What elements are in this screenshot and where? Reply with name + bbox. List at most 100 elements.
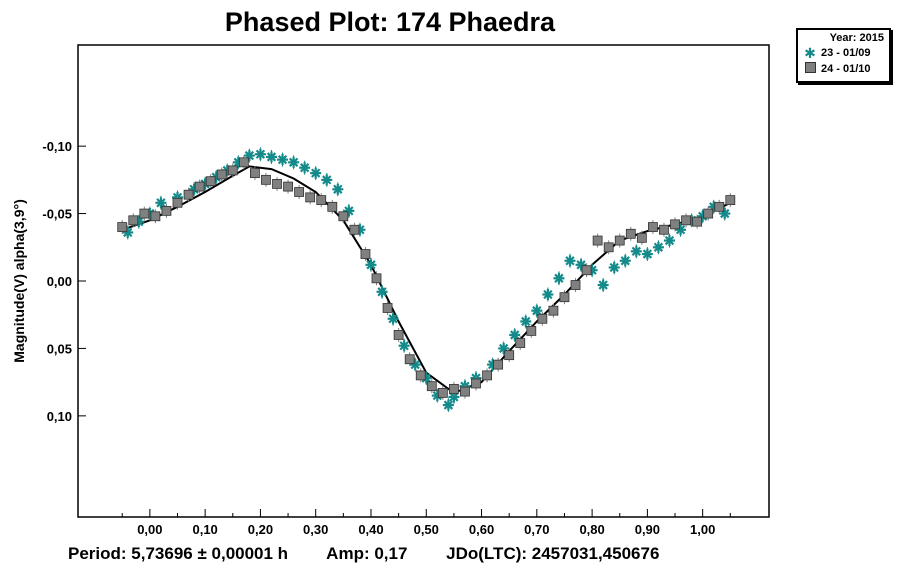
- data-point: [675, 224, 687, 236]
- data-point: [360, 249, 371, 259]
- data-point: [548, 305, 559, 316]
- series-2: [117, 155, 736, 400]
- data-point: [139, 208, 150, 219]
- data-point: [238, 157, 249, 168]
- data-point: [725, 195, 736, 205]
- data-point: [542, 288, 554, 300]
- data-point: [299, 162, 311, 174]
- legend-entry-series-2: 24 - 01/10: [803, 62, 871, 76]
- data-point: [448, 391, 460, 403]
- data-point: [460, 386, 470, 397]
- data-point: [376, 286, 388, 298]
- data-point: [404, 354, 415, 365]
- data-point: [321, 174, 333, 186]
- data-point: [277, 154, 289, 166]
- data-series: [117, 147, 736, 413]
- x-tick-label: 0,20: [248, 522, 273, 537]
- data-point: [471, 378, 481, 389]
- x-tick-label: 0,50: [414, 522, 439, 537]
- x-tick-label: 0,30: [303, 522, 328, 537]
- data-point: [652, 241, 664, 253]
- data-point: [663, 235, 675, 247]
- legend-label: 24 - 01/10: [821, 63, 871, 75]
- data-point: [305, 192, 316, 203]
- data-point: [265, 151, 277, 163]
- fit-line: [121, 165, 731, 395]
- data-point: [261, 174, 271, 185]
- fit-curve: [121, 165, 731, 395]
- data-point: [504, 350, 515, 361]
- data-point: [294, 187, 305, 197]
- data-point: [553, 272, 565, 284]
- y-tick-label: -0,05: [42, 207, 72, 222]
- data-point: [670, 219, 680, 230]
- data-point: [625, 228, 636, 239]
- data-point: [648, 222, 658, 232]
- data-point: [482, 370, 492, 381]
- data-point: [537, 313, 548, 324]
- data-point: [442, 399, 454, 411]
- data-point: [327, 201, 338, 212]
- data-point: [681, 215, 691, 226]
- y-tick-label: -0,10: [42, 139, 72, 154]
- data-point: [636, 232, 647, 243]
- data-point: [316, 195, 327, 205]
- data-point: [592, 235, 603, 246]
- data-point: [714, 201, 725, 212]
- data-point: [449, 383, 459, 394]
- data-point: [559, 292, 570, 303]
- data-point: [608, 262, 620, 274]
- jdo-text: JDo(LTC): 2457031,450676: [446, 544, 660, 563]
- y-tick-label: 0,05: [47, 341, 72, 356]
- data-point: [575, 259, 587, 271]
- x-tick-label: 0,00: [137, 522, 162, 537]
- series-1: [122, 147, 731, 413]
- data-point: [520, 315, 532, 327]
- y-tick-label: 0,10: [47, 409, 72, 424]
- data-point: [387, 313, 399, 325]
- x-tick-label: 0,80: [579, 522, 604, 537]
- data-point: [703, 208, 714, 219]
- data-point: [183, 189, 194, 200]
- data-point: [254, 148, 266, 160]
- data-point: [283, 181, 293, 192]
- data-point: [161, 205, 172, 216]
- x-tick-label: 0,70: [524, 522, 549, 537]
- period-text: Period: 5,73696 ± 0,00001 h: [68, 544, 289, 563]
- x-tick-label: 1,00: [690, 522, 715, 537]
- legend-entry-series-1: ✱ 23 - 01/09: [803, 45, 870, 61]
- data-point: [597, 279, 609, 291]
- data-point: [570, 280, 581, 290]
- data-point: [564, 255, 576, 267]
- data-point: [349, 224, 360, 235]
- data-point: [531, 305, 543, 317]
- y-axis-label: Magnitude(V) alpha(3,9°): [11, 199, 27, 363]
- data-point: [692, 216, 703, 227]
- data-point: [382, 303, 393, 313]
- data-point: [172, 197, 183, 208]
- data-point: [227, 165, 238, 176]
- square-marker-icon: [803, 62, 817, 76]
- data-point: [614, 235, 625, 246]
- legend-title: Year: 2015: [829, 32, 884, 44]
- data-point: [515, 338, 526, 348]
- data-point: [272, 179, 282, 189]
- data-point: [338, 211, 349, 222]
- data-point: [509, 329, 521, 341]
- x-tick-label: 0,90: [635, 522, 660, 537]
- data-point: [526, 325, 537, 336]
- data-point: [371, 273, 382, 284]
- x-tick-label: 0,10: [192, 522, 217, 537]
- data-point: [288, 156, 300, 168]
- data-point: [216, 169, 227, 180]
- data-point: [581, 265, 592, 276]
- data-point: [659, 224, 669, 235]
- data-point: [249, 168, 260, 179]
- data-point: [365, 259, 377, 271]
- data-point: [150, 211, 161, 222]
- data-point: [332, 183, 344, 195]
- data-point: [437, 388, 448, 398]
- footer-info: Period: 5,73696 ± 0,00001 h Amp: 0,17 JD…: [68, 544, 693, 564]
- y-tick-label: 0,00: [47, 274, 72, 289]
- data-point: [155, 197, 167, 209]
